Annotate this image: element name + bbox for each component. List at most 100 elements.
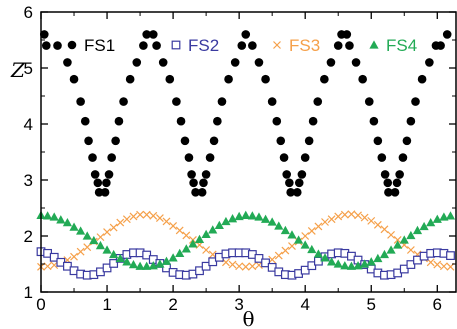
fs3-point: [281, 246, 290, 255]
fs1-point: [377, 153, 387, 162]
x-tick-label: 3: [234, 295, 243, 314]
fs3-point: [373, 220, 382, 229]
fs4-point: [340, 261, 350, 270]
fs1-point: [217, 97, 227, 106]
fs1-point: [184, 153, 194, 162]
fs3-point: [142, 210, 151, 219]
fs4-point: [89, 235, 99, 245]
fs3-point: [129, 212, 138, 221]
fs2-point: [63, 261, 72, 271]
fs2-point: [307, 261, 317, 271]
fs1-point: [230, 58, 240, 67]
fs3-point: [367, 216, 376, 225]
fs4-point: [366, 257, 376, 266]
fs4-point: [445, 211, 456, 220]
fs3-point: [228, 260, 237, 269]
fs3-point: [314, 222, 323, 231]
fs2-point: [102, 263, 112, 273]
fs1-point: [94, 188, 104, 197]
fs1-point: [279, 153, 289, 162]
fs4-point: [432, 214, 442, 223]
fs2-point: [406, 260, 416, 269]
fs4-point: [386, 245, 396, 254]
fs1-point: [213, 116, 222, 126]
fs2-point: [49, 252, 59, 262]
fs1-point: [114, 116, 124, 126]
y-tick-label: 4: [24, 115, 33, 134]
fs4-point: [287, 230, 297, 239]
fs2-point: [142, 250, 152, 260]
fs1-point: [261, 74, 270, 84]
fs1-point: [84, 136, 93, 146]
fs1-point: [132, 58, 142, 67]
fs1-point: [237, 41, 247, 50]
legend-item-fs1: FS1: [67, 36, 115, 55]
fs1-point: [209, 136, 219, 146]
fs3-point: [288, 242, 296, 251]
y-axis-label: Z: [10, 58, 26, 82]
fs2-point: [267, 262, 277, 272]
fs1-point: [272, 116, 282, 126]
fs1-point: [224, 74, 233, 84]
fs4-point: [56, 215, 66, 224]
fs3-point: [76, 247, 85, 256]
fs1-point: [125, 74, 135, 84]
fs4-point: [327, 257, 337, 266]
fs2-point: [109, 259, 119, 268]
fs4-point: [208, 225, 218, 234]
fs1-point: [176, 116, 186, 126]
fs1-point: [383, 178, 393, 188]
fs4-point: [373, 253, 383, 263]
fs4-point: [393, 240, 403, 249]
fs3-point: [387, 230, 395, 239]
fs3-point: [248, 262, 257, 271]
fs4-point: [320, 253, 330, 262]
fs2-point: [399, 264, 409, 274]
fs1-point: [384, 188, 393, 197]
y-tick-label: 1: [24, 283, 33, 302]
fs1-point: [294, 178, 304, 188]
x-tick-label: 2: [168, 295, 177, 314]
fs1-point: [107, 153, 116, 162]
fs1-point: [285, 178, 294, 188]
y-tick-label: 6: [24, 3, 33, 22]
fs3-point: [274, 251, 283, 260]
fs1-point: [241, 30, 251, 39]
fs3-point: [136, 210, 144, 219]
fs4-point: [201, 229, 211, 238]
fs1-point: [392, 178, 402, 188]
fs3-point: [347, 210, 356, 219]
fs3-point: [162, 217, 171, 226]
fs1-point: [165, 74, 175, 84]
fs1-point: [442, 30, 452, 39]
fs1-point: [292, 188, 302, 197]
legend-item-fs3: FS3: [273, 36, 320, 55]
fs4-point: [241, 210, 251, 219]
fs1-point: [402, 136, 412, 146]
plot-area: [36, 30, 456, 280]
fs1-point: [304, 136, 314, 146]
fs2-point: [254, 254, 264, 263]
legend-label: FS2: [188, 36, 219, 55]
fs4-point: [406, 230, 416, 240]
fs4-point: [293, 235, 304, 244]
fs1-point: [187, 170, 196, 179]
fs1-point: [189, 178, 198, 188]
fs1-point: [158, 58, 168, 67]
fs1-point: [191, 188, 200, 197]
fs1-point: [276, 136, 286, 146]
fs1-point: [417, 74, 427, 84]
fs1-point: [282, 170, 292, 179]
fs4-point: [49, 212, 59, 221]
fs4-point: [254, 212, 264, 221]
legend-item-fs2: FS2: [171, 36, 219, 55]
fs1-point: [267, 97, 277, 106]
fs1-point: [300, 153, 310, 162]
fs3-point: [241, 262, 250, 271]
fs4-point: [412, 225, 423, 235]
fs1-point: [152, 41, 161, 50]
fs1-point: [390, 188, 400, 197]
x-axis-label: θ: [242, 307, 254, 329]
fs4-point: [161, 256, 172, 265]
